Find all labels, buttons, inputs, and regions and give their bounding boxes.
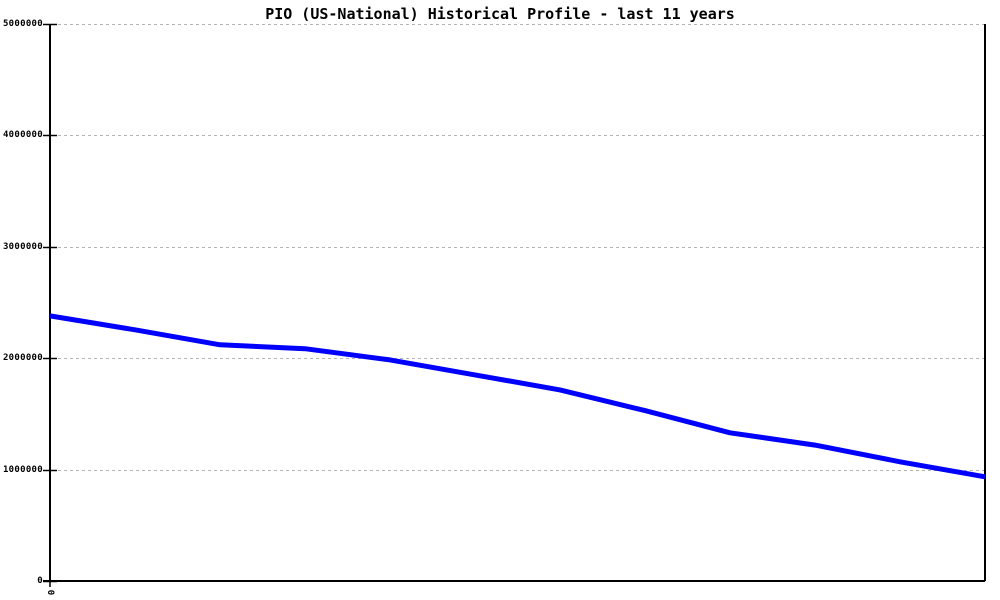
y-axis-tick-label-3000000: 3000000	[2, 242, 43, 252]
y-axis-tick-label-1000000: 1000000	[2, 465, 43, 475]
y-axis-tick-label-2000000: 2000000	[2, 353, 43, 363]
chart-title: PIO (US-National) Historical Profile - l…	[265, 5, 735, 23]
profile-line	[49, 313, 986, 480]
y-axis-tick-label-4000000: 4000000	[2, 130, 43, 140]
y-axis-tick-label-5000000: 5000000	[2, 19, 43, 29]
y-axis-tick-label-0: 0	[37, 576, 43, 586]
